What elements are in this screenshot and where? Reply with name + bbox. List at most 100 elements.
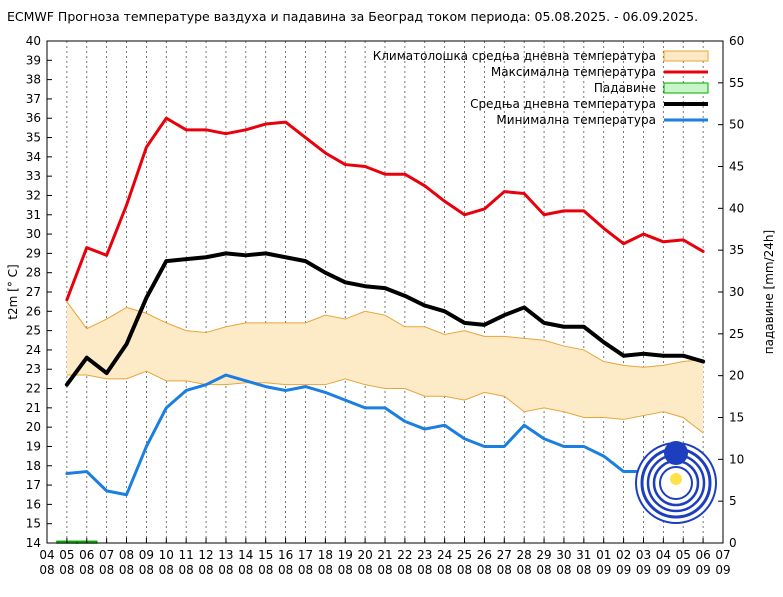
legend-label: Климатолошка средња дневна температура <box>373 49 656 63</box>
x-tick-month: 08 <box>437 563 452 577</box>
x-tick-month: 08 <box>179 563 194 577</box>
x-tick-day: 20 <box>357 548 372 562</box>
chart-title: ECMWF Прогноза температуре ваздуха и пад… <box>7 9 698 24</box>
x-tick-day: 07 <box>99 548 114 562</box>
legend-swatch-box <box>663 82 709 94</box>
y2-tick-label: 60 <box>729 34 744 48</box>
legend-label: Средња дневна температура <box>470 97 656 111</box>
series-line <box>64 251 706 387</box>
x-tick-day: 21 <box>377 548 392 562</box>
y-tick-label: 37 <box>26 92 41 106</box>
x-tick-month: 08 <box>278 563 293 577</box>
x-tick-month: 08 <box>477 563 492 577</box>
climatology-band-upper <box>66 301 704 368</box>
x-tick-day: 10 <box>159 548 174 562</box>
x-tick-month: 08 <box>576 563 591 577</box>
y2-tick-label: 55 <box>729 76 744 90</box>
legend-label: Максимална температура <box>491 65 656 79</box>
x-tick-day: 07 <box>715 548 730 562</box>
x-tick-month: 08 <box>457 563 472 577</box>
y-axis-right: 0 5 10 15 20 25 30 35 40 45 50 55 60 <box>718 34 744 550</box>
x-tick-day: 25 <box>457 548 472 562</box>
x-tick-month: 08 <box>258 563 273 577</box>
y-axis-right-label: падавине [mm/24h] <box>762 230 776 354</box>
x-tick-month: 09 <box>596 563 611 577</box>
y-tick-label: 14 <box>26 536 41 550</box>
x-tick-day: 26 <box>477 548 492 562</box>
x-tick-day: 15 <box>258 548 273 562</box>
x-tick-day: 31 <box>576 548 591 562</box>
x-tick-day: 29 <box>536 548 551 562</box>
y-tick-label: 19 <box>26 439 41 453</box>
x-tick-month: 09 <box>616 563 631 577</box>
x-tick-day: 22 <box>397 548 412 562</box>
y-tick-label: 25 <box>26 324 41 338</box>
x-tick-month: 08 <box>357 563 372 577</box>
y-tick-label: 29 <box>26 246 41 260</box>
x-tick-day: 17 <box>298 548 313 562</box>
y-axis-left: 14 15 16 17 18 19 20 21 22 23 24 25 26 27 28 29 30 31 32 33… <box>26 34 52 550</box>
y2-tick-label: 45 <box>729 160 744 174</box>
x-tick-month: 09 <box>636 563 651 577</box>
y-tick-label: 18 <box>26 459 41 473</box>
y-tick-label: 24 <box>26 343 41 357</box>
x-tick-month: 09 <box>695 563 710 577</box>
x-tick-month: 08 <box>99 563 114 577</box>
y2-tick-label: 0 <box>729 536 737 550</box>
x-tick-day: 28 <box>517 548 532 562</box>
y-tick-label: 33 <box>26 169 41 183</box>
x-tick-day: 19 <box>338 548 353 562</box>
x-tick-month: 08 <box>39 563 54 577</box>
x-tick-month: 08 <box>338 563 353 577</box>
x-tick-month: 08 <box>536 563 551 577</box>
x-tick-day: 06 <box>695 548 710 562</box>
x-tick-month: 08 <box>238 563 253 577</box>
y-axis-left-label: t2m [° C] <box>6 264 20 319</box>
series-line <box>65 116 705 302</box>
climatology-band-group <box>66 301 704 434</box>
x-tick-day: 16 <box>278 548 293 562</box>
x-axis: 0408050806080708080809081008110812081308… <box>39 538 731 577</box>
y-tick-label: 30 <box>26 227 41 241</box>
x-tick-month: 09 <box>676 563 691 577</box>
x-tick-month: 08 <box>417 563 432 577</box>
vertical-grid <box>66 41 704 543</box>
y-tick-label: 34 <box>26 150 41 164</box>
y-tick-label: 27 <box>26 285 41 299</box>
x-tick-day: 08 <box>119 548 134 562</box>
legend-label: Падавине <box>594 81 656 95</box>
x-tick-month: 08 <box>139 563 154 577</box>
y-tick-label: 22 <box>26 382 41 396</box>
x-tick-month: 09 <box>715 563 730 577</box>
x-tick-day: 11 <box>179 548 194 562</box>
series-lines <box>64 116 706 497</box>
y-tick-label: 36 <box>26 111 41 125</box>
x-tick-day: 05 <box>59 548 74 562</box>
x-tick-day: 04 <box>656 548 671 562</box>
x-tick-day: 23 <box>417 548 432 562</box>
x-tick-day: 04 <box>39 548 54 562</box>
legend-swatch-box <box>663 50 709 62</box>
x-tick-month: 08 <box>556 563 571 577</box>
climatology-band-lower <box>66 370 704 434</box>
x-tick-month: 09 <box>656 563 671 577</box>
x-tick-month: 08 <box>119 563 134 577</box>
y-tick-label: 23 <box>26 362 41 376</box>
x-tick-month: 08 <box>79 563 94 577</box>
x-tick-month: 08 <box>318 563 333 577</box>
y-tick-label: 31 <box>26 208 41 222</box>
y2-tick-label: 40 <box>729 201 744 215</box>
x-tick-month: 08 <box>218 563 233 577</box>
y-tick-label: 26 <box>26 304 41 318</box>
y-tick-label: 17 <box>26 478 41 492</box>
x-tick-day: 03 <box>636 548 651 562</box>
y2-tick-label: 20 <box>729 369 744 383</box>
y2-tick-label: 5 <box>729 494 737 508</box>
y-tick-label: 40 <box>26 34 41 48</box>
legend: Климатолошка средња дневна температура Ма… <box>373 49 709 127</box>
y-tick-label: 38 <box>26 73 41 87</box>
y2-tick-label: 35 <box>729 243 744 257</box>
x-tick-day: 24 <box>437 548 452 562</box>
x-tick-day: 09 <box>139 548 154 562</box>
x-tick-day: 12 <box>198 548 213 562</box>
